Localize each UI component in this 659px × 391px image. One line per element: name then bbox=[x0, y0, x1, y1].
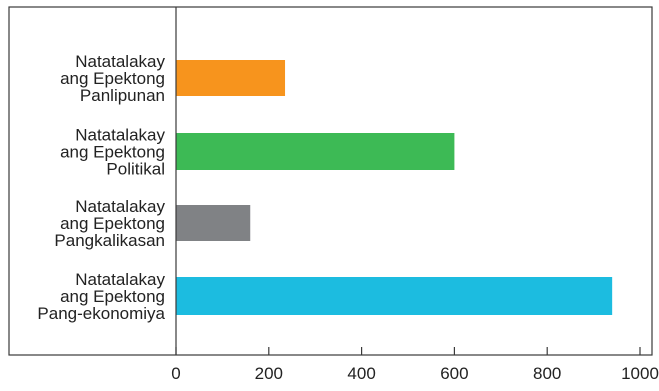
bar-1 bbox=[176, 60, 286, 96]
category-label-2: Natatalakay ang Epektong Politikal bbox=[60, 126, 165, 179]
x-tick-label-600: 600 bbox=[440, 364, 468, 383]
x-tick-label-400: 400 bbox=[347, 364, 375, 383]
x-tick-label-200: 200 bbox=[255, 364, 283, 383]
bar-3 bbox=[176, 205, 251, 241]
x-axis-ticks: 0 200 400 600 800 1000 bbox=[171, 347, 659, 383]
x-tick-label-0: 0 bbox=[171, 364, 180, 383]
bar-2 bbox=[176, 133, 455, 170]
bar-4 bbox=[176, 277, 613, 315]
category-labels: Natatalakay ang Epektong Panlipunan Natatal… bbox=[37, 52, 165, 323]
x-tick-label-800: 800 bbox=[533, 364, 561, 383]
category-label-4: Natatalakay ang Epektong Pang-ekonomiya bbox=[37, 270, 165, 323]
category-label-3: Natatalakay ang Epektong Pangkalikasan bbox=[54, 197, 165, 250]
bars-layer bbox=[176, 60, 613, 315]
x-tick-label-1000: 1000 bbox=[621, 364, 659, 383]
category-label-1: Natatalakay ang Epektong Panlipunan bbox=[60, 52, 165, 105]
